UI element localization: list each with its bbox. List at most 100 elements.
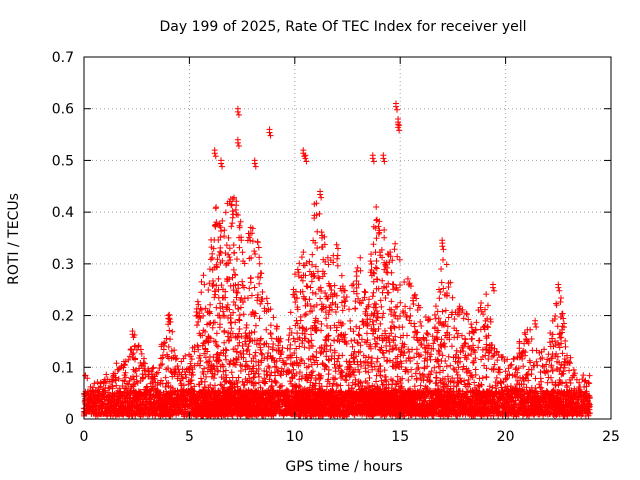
data-point	[180, 375, 187, 382]
data-point	[210, 245, 217, 252]
data-point	[233, 355, 240, 362]
data-point	[233, 211, 240, 218]
data-point	[136, 365, 143, 372]
data-point	[217, 381, 224, 388]
data-point	[230, 266, 237, 273]
data-point	[226, 245, 233, 252]
data-point	[165, 343, 172, 350]
data-point	[148, 368, 155, 375]
data-point	[267, 331, 274, 338]
data-point	[246, 375, 253, 382]
data-point	[123, 386, 130, 393]
data-point	[248, 292, 255, 299]
data-point	[202, 305, 209, 312]
data-point	[216, 357, 223, 364]
data-point	[159, 360, 166, 367]
data-point	[128, 346, 135, 353]
data-point	[191, 348, 198, 355]
data-point	[211, 382, 218, 389]
data-point	[334, 262, 341, 269]
data-point	[304, 283, 311, 290]
data-point	[227, 256, 234, 263]
data-point	[356, 332, 363, 339]
data-point	[363, 330, 370, 337]
data-point	[164, 365, 171, 372]
data-point	[198, 375, 205, 382]
data-point	[212, 319, 219, 326]
data-point	[331, 282, 338, 289]
data-point	[257, 346, 264, 353]
data-point	[240, 299, 247, 306]
data-point	[252, 251, 259, 258]
data-point	[232, 319, 239, 326]
data-point	[102, 380, 109, 387]
data-point	[251, 248, 258, 255]
data-point	[257, 336, 264, 343]
data-point	[206, 308, 213, 315]
data-point	[312, 290, 319, 297]
data-point	[221, 327, 228, 334]
data-point	[236, 326, 243, 333]
data-point	[222, 294, 229, 301]
data-point	[195, 301, 202, 308]
data-point	[139, 371, 146, 378]
data-point	[185, 381, 192, 388]
data-point	[126, 377, 133, 384]
data-point	[287, 309, 294, 316]
data-point	[198, 306, 205, 313]
data-point	[252, 353, 259, 360]
data-point	[217, 244, 224, 251]
data-point	[209, 277, 216, 284]
data-point	[336, 362, 343, 369]
data-point	[222, 352, 229, 359]
data-point	[214, 256, 221, 263]
data-point	[129, 351, 136, 358]
data-point	[411, 354, 418, 361]
data-point	[370, 241, 377, 248]
data-point	[235, 374, 242, 381]
data-point	[232, 302, 239, 309]
data-point	[226, 306, 233, 313]
data-point	[267, 322, 274, 329]
data-point	[303, 283, 310, 290]
data-point	[308, 278, 315, 285]
data-point	[149, 379, 156, 386]
data-point	[154, 379, 161, 386]
data-point	[370, 289, 377, 296]
data-point	[350, 281, 357, 288]
data-point	[229, 196, 236, 203]
data-point	[323, 315, 330, 322]
data-point	[264, 300, 271, 307]
data-point	[227, 380, 234, 387]
data-point	[251, 313, 258, 320]
data-point	[383, 358, 390, 365]
data-point	[268, 335, 275, 342]
data-point	[191, 362, 198, 369]
data-point	[105, 384, 112, 391]
data-point	[103, 371, 110, 378]
data-point	[373, 204, 380, 211]
data-point	[237, 218, 244, 225]
data-point	[222, 250, 229, 257]
data-point	[246, 351, 253, 358]
data-point	[316, 210, 323, 217]
data-point	[150, 364, 157, 371]
data-point	[195, 318, 202, 325]
data-point	[201, 350, 208, 357]
data-point	[362, 289, 369, 296]
data-point	[356, 325, 363, 332]
data-point	[313, 348, 320, 355]
data-point	[246, 285, 253, 292]
data-point	[137, 346, 144, 353]
data-point	[221, 227, 228, 234]
data-point	[396, 256, 403, 263]
data-point	[239, 249, 246, 256]
data-point	[194, 298, 201, 305]
data-point	[233, 198, 240, 205]
data-point	[244, 295, 251, 302]
data-point	[318, 327, 325, 334]
data-point	[261, 379, 268, 386]
data-point	[381, 234, 388, 241]
data-point	[236, 312, 243, 319]
